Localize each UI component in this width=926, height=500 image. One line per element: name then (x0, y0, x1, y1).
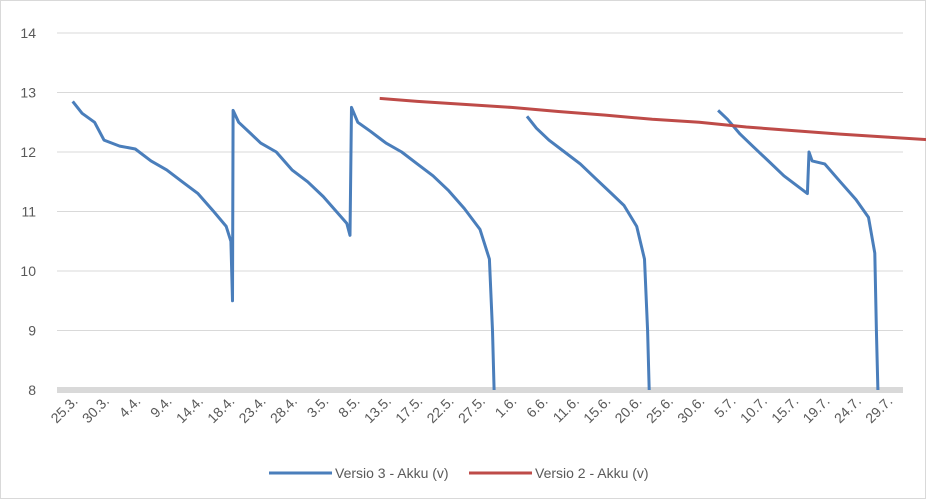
x-tick-label: 19.7. (799, 393, 832, 426)
x-tick-label: 5.7. (711, 393, 739, 421)
y-tick-label: 11 (21, 204, 36, 220)
y-tick-label: 12 (20, 144, 36, 160)
x-tick-label: 3.5. (304, 393, 332, 421)
x-tick-label: 15.7. (768, 393, 801, 426)
x-tick-label: 11.6. (550, 393, 583, 426)
series-line-2-segment-1 (379, 96, 926, 142)
series-line-1-segment-3 (717, 109, 880, 391)
x-tick-label: 6.6. (523, 393, 551, 421)
y-tick-label: 8 (28, 382, 36, 398)
legend-label: Versio 2 - Akku (v) (535, 465, 649, 481)
x-tick-label: 25.6. (643, 393, 676, 426)
series-lines (71, 96, 926, 391)
x-tick-label: 8.5. (335, 393, 363, 421)
x-tick-label: 13.5. (361, 393, 394, 426)
x-tick-label: 22.5. (423, 393, 456, 426)
series-line-1-segment-2 (525, 115, 651, 391)
x-tick-label: 17.5. (392, 393, 425, 426)
y-tick-label: 10 (20, 263, 36, 279)
y-tick-label: 13 (20, 85, 36, 101)
legend: Versio 3 - Akku (v) Versio 2 - Akku (v) (269, 465, 649, 481)
x-tick-label: 1.6. (492, 393, 520, 421)
y-tick-label: 9 (28, 323, 36, 339)
x-tick-label: 25.3. (47, 393, 80, 426)
x-tick-label: 4.4. (116, 393, 144, 421)
x-tick-label: 30.3. (79, 393, 112, 426)
y-tick-labels: 8 9 10 11 12 13 14 (20, 25, 36, 398)
x-tick-label: 23.4. (235, 393, 268, 426)
x-tick-label: 30.6. (674, 393, 707, 426)
x-tick-label: 9.4. (147, 393, 175, 421)
x-tick-label: 15.6. (580, 393, 613, 426)
x-tick-label: 10.7. (737, 393, 770, 426)
x-tick-label: 29.7. (862, 393, 895, 426)
legend-label: Versio 3 - Akku (v) (335, 465, 449, 481)
series-line-1-segment-1 (71, 100, 496, 391)
x-tick-label: 24.7. (831, 393, 864, 426)
y-tick-label: 14 (20, 25, 36, 41)
x-tick-label: 14.4. (173, 393, 206, 426)
x-tick-label: 28.4. (267, 393, 300, 426)
x-tick-label: 27.5. (455, 393, 488, 426)
x-tick-label: 18.4. (204, 393, 237, 426)
x-tick-label: 20.6. (611, 393, 644, 426)
x-tick-labels: 25.3.30.3. 4.4. 9.4.14.4.18.4.23.4.28.4. 3.… (47, 393, 895, 426)
gridlines (57, 32, 903, 331)
